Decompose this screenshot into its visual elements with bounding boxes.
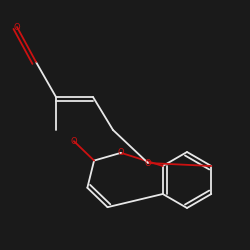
Text: O: O [70, 137, 77, 146]
Text: O: O [14, 22, 20, 32]
Text: O: O [118, 148, 124, 157]
Text: O: O [145, 158, 151, 168]
